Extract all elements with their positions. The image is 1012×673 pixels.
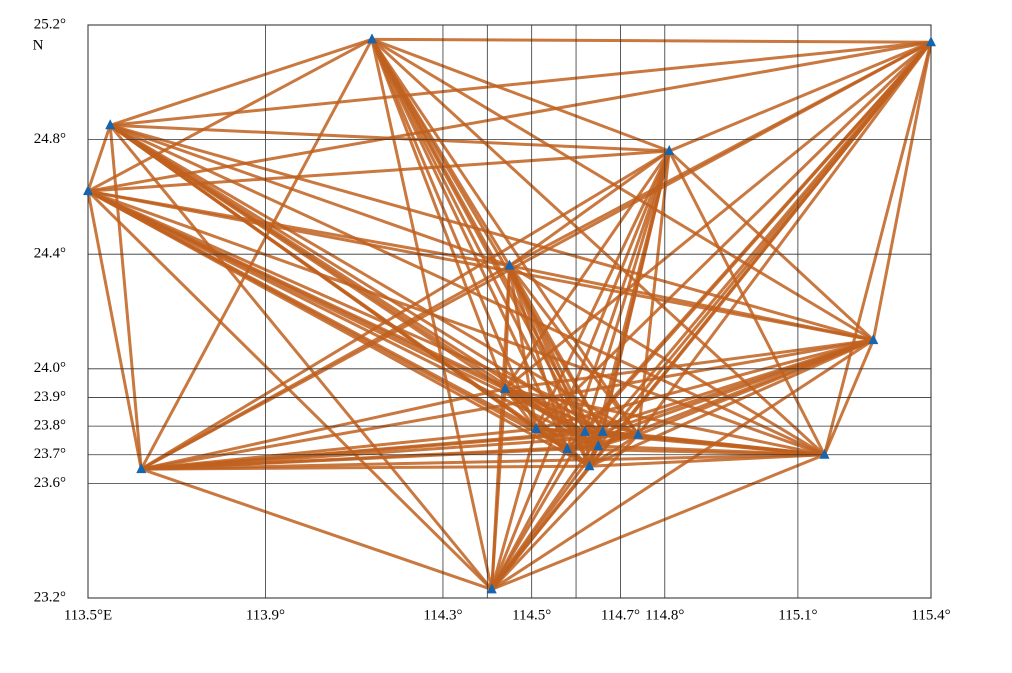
y-tick-label: 24.0°: [34, 360, 66, 376]
ray: [587, 150, 671, 467]
ray: [668, 149, 875, 342]
y-tick-label: 25.2°: [34, 16, 66, 32]
station: [83, 185, 93, 196]
station: [593, 440, 604, 451]
ray: [109, 124, 591, 468]
station: [633, 428, 644, 439]
station: [664, 145, 675, 156]
y-tick-label: 23.9°: [34, 389, 66, 405]
ray: [86, 190, 493, 591]
ray: [140, 264, 511, 471]
y-tick-label: 24.4°: [34, 246, 66, 262]
station: [366, 33, 377, 44]
ray: [490, 428, 538, 590]
x-tick-label: 114.5°: [512, 607, 551, 623]
ray: [109, 124, 493, 591]
station: [500, 382, 511, 393]
rays: [86, 37, 933, 591]
station: [584, 460, 595, 471]
ray: [141, 453, 825, 471]
station: [504, 259, 515, 270]
ray: [87, 189, 826, 457]
ray: [598, 444, 825, 457]
ray: [370, 38, 538, 430]
ray: [109, 123, 510, 268]
ray: [87, 38, 373, 193]
station: [105, 119, 116, 130]
ray: [87, 189, 639, 437]
ray: [509, 264, 874, 342]
y-tick-label: 24.8°: [34, 131, 66, 147]
ray: [370, 38, 569, 450]
ray: [535, 338, 874, 431]
ray: [597, 338, 874, 448]
ray: [490, 150, 671, 590]
station: [486, 583, 497, 594]
ray: [668, 40, 932, 153]
y-tick-label: 23.2°: [34, 589, 66, 605]
x-tick-label: 114.8°: [645, 607, 684, 623]
ray: [371, 37, 932, 44]
ray: [141, 444, 599, 471]
ray: [87, 149, 670, 193]
x-tick-label: 115.1°: [778, 607, 817, 623]
y-tick-label: 23.8°: [34, 418, 66, 434]
ray: [871, 41, 933, 341]
ray: [504, 338, 874, 391]
ray: [490, 448, 569, 591]
ray: [490, 388, 507, 590]
ray: [87, 40, 932, 193]
ray: [86, 190, 143, 470]
ray: [566, 41, 933, 451]
ray: [636, 150, 671, 435]
ray: [636, 41, 933, 436]
ray: [508, 264, 604, 433]
ray: [110, 40, 932, 127]
ray: [140, 387, 506, 471]
station: [819, 448, 830, 459]
x-tick-label: 115.4°: [911, 607, 950, 623]
ray: [638, 433, 825, 457]
ray: [508, 264, 826, 457]
x-tick-label: 113.9°: [246, 607, 285, 623]
ray: [140, 338, 874, 471]
x-tick-label: 113.5°E: [64, 607, 112, 623]
ray: [667, 150, 826, 456]
ray: [371, 37, 670, 153]
ray: [504, 387, 591, 468]
station: [136, 463, 147, 474]
y-tick-label: 23.6°: [34, 475, 66, 491]
y-tick-label: 23.7°: [34, 446, 66, 462]
station: [597, 425, 608, 436]
ray: [535, 41, 933, 431]
station: [562, 443, 573, 454]
x-tick-label: 114.3°: [423, 607, 462, 623]
ray: [508, 149, 671, 267]
ray: [109, 124, 604, 434]
y-unit: N: [33, 37, 44, 53]
ray: [86, 124, 112, 192]
ray: [503, 150, 671, 390]
ray: [110, 123, 670, 153]
x-tick-label: 114.7°: [601, 607, 640, 623]
ray: [109, 37, 373, 127]
station: [579, 425, 590, 436]
ray: [823, 41, 933, 456]
ray: [588, 338, 874, 468]
ray: [140, 149, 671, 471]
ray: [490, 338, 875, 591]
ray: [140, 467, 493, 591]
ray: [504, 387, 639, 437]
ray: [491, 453, 826, 591]
ray: [87, 189, 591, 468]
station: [531, 422, 542, 433]
ray: [490, 465, 591, 591]
station: [868, 334, 879, 345]
ray: [141, 433, 639, 471]
station: [926, 36, 936, 47]
ray: [108, 125, 143, 470]
